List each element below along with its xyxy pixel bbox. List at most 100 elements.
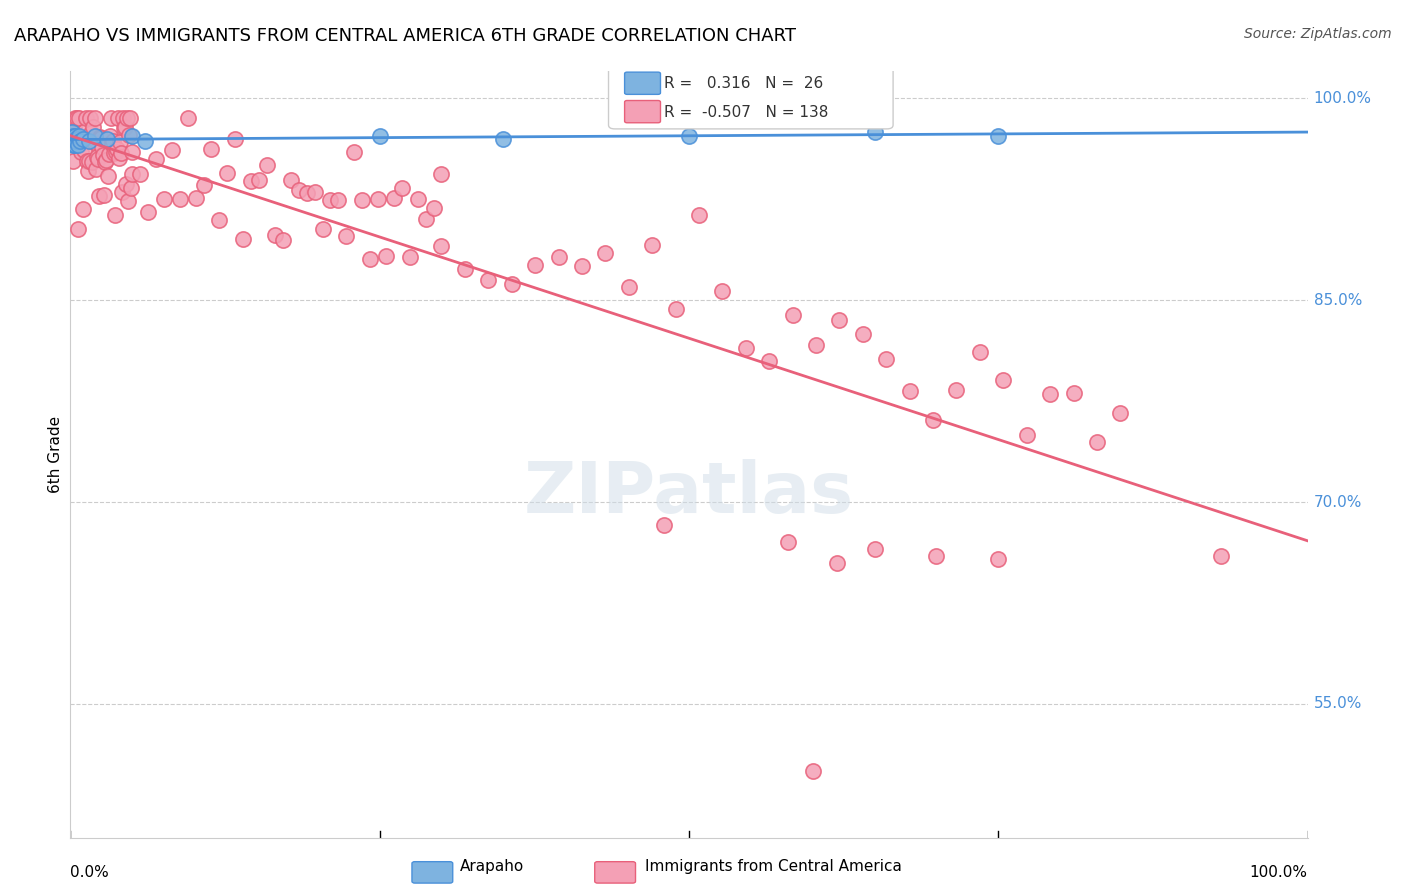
Point [828,312,851,326]
Point [987,551,1010,566]
Point [664,301,686,316]
Point [415,212,437,227]
Point [63,112,86,126]
Text: 85.0%: 85.0% [1313,293,1362,308]
Point [115,177,138,191]
Point [153,192,176,206]
Point [169,192,191,206]
Point [67,112,90,126]
Point [232,232,254,246]
Point [571,259,593,273]
Point [547,250,569,264]
Text: 100.0%: 100.0% [1313,91,1372,106]
Point [863,542,886,557]
FancyBboxPatch shape [412,862,453,883]
Point [62,134,84,148]
Point [105,142,128,156]
Point [65,131,87,145]
Point [406,192,429,206]
Point [501,277,523,291]
Point [84,112,107,126]
Point [217,166,239,180]
Point [827,556,849,570]
Point [328,193,350,207]
Point [75,112,97,126]
Point [240,173,263,187]
Point [118,128,141,142]
FancyBboxPatch shape [609,63,893,129]
Point [94,155,117,169]
Point [804,338,827,352]
Point [256,158,278,172]
Point [60,131,83,145]
Text: ZIPatlas: ZIPatlas [524,458,853,528]
Text: 0.0%: 0.0% [70,865,110,880]
Point [96,131,118,145]
Point [72,131,94,145]
Point [271,233,294,247]
Point [73,123,96,137]
Point [925,549,948,563]
Point [352,194,374,208]
Point [969,345,991,359]
Point [77,153,100,168]
Text: Immigrants from Central America: Immigrants from Central America [645,859,901,874]
Text: R =  -0.507   N = 138: R = -0.507 N = 138 [664,104,828,120]
Point [863,125,886,139]
Point [107,151,129,165]
Point [112,120,135,135]
Point [430,167,453,181]
Point [104,208,127,222]
Point [208,212,231,227]
Point [280,173,302,187]
Point [287,182,309,196]
Point [117,194,139,209]
Point [90,131,112,145]
Point [89,129,111,144]
Text: R =   0.316   N =  26: R = 0.316 N = 26 [664,76,824,91]
Point [311,221,333,235]
Point [100,136,122,151]
Point [391,181,413,195]
Point [711,285,734,299]
Point [79,112,101,126]
Point [129,167,152,181]
FancyBboxPatch shape [624,72,661,95]
Point [398,250,420,264]
Point [86,150,108,164]
Point [1015,428,1038,442]
Point [62,120,84,135]
Point [734,341,756,355]
FancyBboxPatch shape [624,101,661,123]
Point [66,221,89,235]
Point [375,249,398,263]
Point [72,202,94,216]
Point [678,128,700,143]
Point [176,112,198,126]
Point [758,354,780,368]
Point [110,146,132,161]
Point [111,185,134,199]
Point [80,155,103,169]
Point [121,145,143,159]
FancyBboxPatch shape [595,862,636,883]
Point [652,517,675,532]
Point [224,131,246,145]
Point [200,142,222,156]
Text: 70.0%: 70.0% [1313,494,1362,509]
Point [97,147,120,161]
Point [96,153,118,167]
Point [60,125,83,139]
Point [84,162,107,177]
Point [134,134,156,148]
Point [264,227,287,242]
Point [103,145,125,160]
Y-axis label: 6th Grade: 6th Grade [48,417,63,493]
Point [115,112,138,126]
Point [107,112,129,126]
Point [114,120,136,134]
Point [73,143,96,157]
Point [101,134,124,148]
Point [65,128,87,143]
Point [69,131,91,145]
